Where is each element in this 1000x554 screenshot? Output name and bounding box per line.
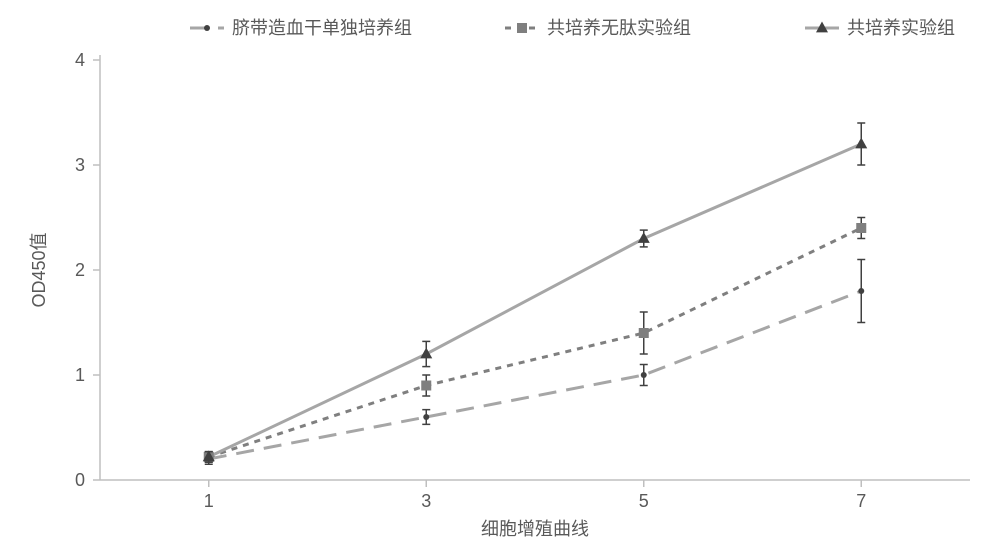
legend-swatch-marker xyxy=(204,25,210,31)
series-marker xyxy=(641,372,647,378)
series-marker xyxy=(639,328,649,338)
series-marker xyxy=(421,381,431,391)
y-tick-label: 3 xyxy=(75,155,85,175)
line-chart-svg: 0 1 2 3 4 1 3 5 7 OD450值细胞增殖曲线 脐带造血干单独培养组 共培养无肽实验组 共… xyxy=(0,0,1000,554)
chart-bg xyxy=(0,0,1000,554)
series-marker xyxy=(858,288,864,294)
chart-container: 0 1 2 3 4 1 3 5 7 OD450值细胞增殖曲线 脐带造血干单独培养组 共培养无肽实验组 共… xyxy=(0,0,1000,554)
legend-label: 共培养无肽实验组 xyxy=(547,18,691,38)
x-tick-label: 7 xyxy=(856,491,866,511)
x-axis-label: 细胞增殖曲线 xyxy=(481,518,589,539)
y-tick-label: 4 xyxy=(75,50,85,70)
y-tick-label: 2 xyxy=(75,260,85,280)
x-tick-label: 1 xyxy=(204,491,214,511)
series-marker xyxy=(856,223,866,233)
y-tick-label: 1 xyxy=(75,365,85,385)
series-marker xyxy=(423,414,429,420)
legend-label: 共培养实验组 xyxy=(847,18,955,38)
x-tick-label: 3 xyxy=(421,491,431,511)
y-axis-label: OD450值 xyxy=(29,232,49,307)
legend-label: 脐带造血干单独培养组 xyxy=(232,18,412,38)
x-tick-label: 5 xyxy=(639,491,649,511)
legend-swatch-marker xyxy=(517,23,527,33)
y-tick-label: 0 xyxy=(75,470,85,490)
